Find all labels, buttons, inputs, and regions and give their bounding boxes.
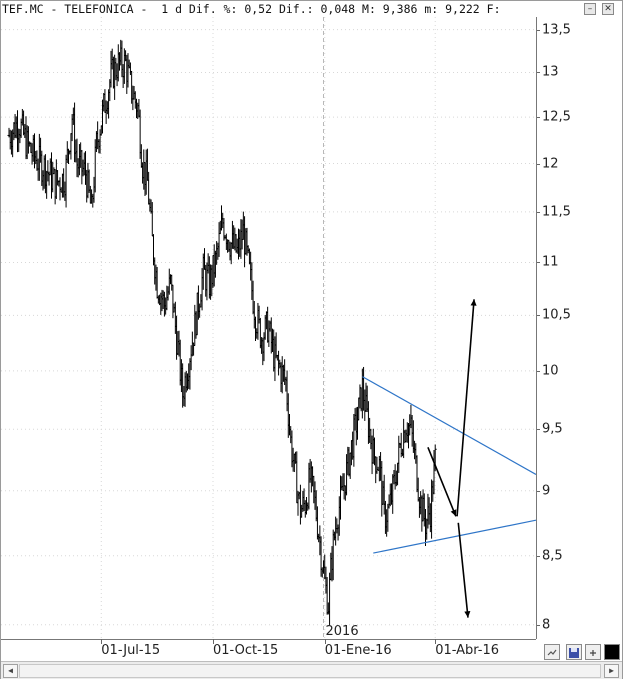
scroll-right-icon[interactable]: ▶ [604,664,619,678]
y-tick-label: 9 [542,483,551,499]
close-icon[interactable]: ✕ [602,3,614,15]
arrow-down-long [457,522,469,618]
x-tick-mark [213,639,214,644]
x-tick-mark [435,639,437,644]
y-tick-mark [536,624,540,626]
horizontal-scrollbar[interactable]: ◀ ▶ [1,661,622,679]
y-tick-mark [536,163,540,165]
y-tick-mark [536,117,540,119]
arrow-down-short [427,447,457,517]
x-tick-label: 01-Ene-16 [324,643,392,658]
chart-title: TEF.MC - TELEFONICA - 1 d Dif. %: 0,52 D… [2,2,501,16]
upper-trendline [362,376,536,475]
y-tick-label: 13,5 [542,22,571,38]
grid [1,17,536,639]
x-tick-label: 01-Abr-16 [435,643,500,658]
y-tick-label: 11 [542,254,559,270]
y-tick-label: 12 [542,156,559,172]
save-icon[interactable] [566,644,582,660]
minimize-icon[interactable]: – [584,3,596,15]
price-axis: 13,5 13 12,5 12 11,5 11 10,5 10 9,5 9 8,5 8 [536,17,623,639]
y-tick-label: 13 [542,64,559,80]
year-marker-label: 2016 [326,624,359,639]
y-tick-mark [536,490,540,492]
date-axis: 01-Jul-15 01-Oct-15 01-Ene-16 01-Abr-16 [1,639,536,661]
y-tick-label: 8 [542,617,551,633]
y-tick-label: 10,5 [542,307,571,323]
y-tick-mark [536,262,540,264]
y-tick-label: 8,5 [542,548,563,564]
scroll-left-icon[interactable]: ◀ [3,664,18,678]
lower-trendline [373,519,536,554]
arrow-down-short-head [450,509,457,517]
y-tick-mark [536,72,540,74]
x-tick-label: 01-Oct-15 [213,643,279,658]
y-tick-mark [536,555,540,557]
y-tick-label: 12,5 [542,109,571,125]
annotations [362,299,536,618]
y-axis-line [536,17,537,639]
x-tick-label: 01-Jul-15 [101,643,161,658]
black-square-icon[interactable] [604,644,620,660]
y-tick-mark [536,211,540,213]
y-tick-mark [536,370,540,372]
chart-settings-icon[interactable] [544,644,560,660]
x-tick-mark [101,639,103,644]
y-tick-mark [536,429,540,431]
price-plot-area[interactable]: 2016 [1,17,536,639]
arrow-down-long-head [464,611,471,618]
y-tick-label: 10 [542,363,559,379]
x-axis-line [1,639,536,640]
pin-icon[interactable] [585,644,601,660]
scroll-track[interactable] [19,664,601,678]
y-tick-mark [536,315,540,317]
arrow-up-long [456,299,475,517]
y-tick-label: 11,5 [542,204,571,220]
y-tick-label: 9,5 [542,421,563,437]
arrow-up-long-head [470,299,477,306]
x-tick-mark [324,639,326,644]
y-tick-mark [536,29,540,31]
ohlc-bars [7,39,437,625]
